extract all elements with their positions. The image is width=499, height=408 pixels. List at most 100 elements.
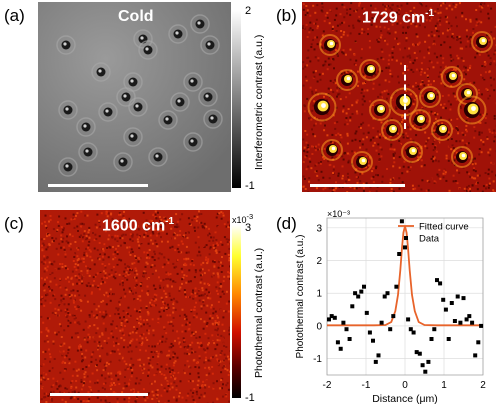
noise-pixel — [412, 188, 414, 190]
noise-pixel — [70, 329, 72, 331]
noise-pixel — [114, 251, 116, 253]
noise-pixel — [110, 363, 112, 365]
spot-peak — [370, 67, 374, 71]
noise-pixel — [303, 176, 305, 178]
particle-highlight — [120, 159, 123, 162]
noise-pixel — [114, 384, 116, 386]
noise-pixel — [314, 176, 316, 178]
noise-pixel — [449, 28, 451, 30]
noise-pixel — [214, 329, 216, 331]
noise-pixel — [369, 40, 371, 42]
noise-pixel — [187, 347, 189, 349]
noise-pixel — [115, 377, 117, 379]
noise-pixel — [431, 31, 433, 33]
noise-pixel — [207, 396, 209, 398]
noise-pixel — [434, 139, 436, 141]
noise-pixel — [50, 281, 52, 283]
noise-pixel — [159, 287, 161, 289]
data-point — [423, 370, 427, 374]
noise-pixel — [60, 350, 62, 352]
noise-pixel — [93, 324, 95, 326]
noise-pixel — [446, 155, 448, 157]
noise-pixel — [137, 238, 139, 240]
noise-pixel — [399, 144, 401, 146]
noise-pixel — [87, 270, 89, 272]
noise-pixel — [65, 320, 67, 322]
noise-pixel — [308, 31, 310, 33]
noise-pixel — [348, 108, 350, 110]
noise-pixel — [194, 216, 196, 218]
noise-pixel — [65, 309, 67, 311]
noise-pixel — [157, 394, 159, 396]
x-tick-label: 0 — [402, 380, 408, 391]
noise-pixel — [434, 11, 436, 13]
noise-pixel — [204, 214, 206, 216]
noise-pixel — [136, 300, 138, 302]
noise-pixel — [217, 226, 219, 228]
noise-pixel — [74, 397, 76, 399]
noise-pixel — [482, 149, 484, 151]
noise-pixel — [62, 399, 64, 401]
noise-pixel — [212, 323, 214, 325]
noise-pixel — [336, 90, 338, 92]
noise-pixel — [129, 287, 131, 289]
noise-pixel — [137, 298, 139, 300]
noise-pixel — [186, 252, 188, 254]
noise-pixel — [216, 398, 218, 400]
noise-pixel — [165, 296, 167, 298]
noise-pixel — [63, 350, 65, 352]
noise-pixel — [92, 401, 94, 403]
noise-pixel — [176, 224, 178, 226]
noise-pixel — [221, 374, 223, 376]
noise-pixel — [212, 240, 214, 242]
noise-pixel — [214, 230, 216, 232]
noise-pixel — [68, 320, 70, 322]
noise-pixel — [218, 276, 220, 278]
noise-pixel — [41, 303, 43, 305]
noise-pixel — [161, 366, 163, 368]
noise-pixel — [65, 217, 67, 219]
noise-pixel — [334, 19, 336, 21]
noise-pixel — [493, 60, 495, 62]
noise-pixel — [46, 277, 48, 279]
noise-pixel — [356, 187, 358, 189]
noise-pixel — [225, 336, 227, 338]
noise-pixel — [128, 397, 130, 399]
noise-pixel — [41, 238, 43, 240]
noise-pixel — [225, 358, 227, 360]
noise-pixel — [388, 96, 390, 98]
noise-pixel — [138, 261, 140, 263]
noise-pixel — [214, 245, 216, 247]
noise-pixel — [110, 288, 112, 290]
noise-pixel — [58, 309, 60, 311]
noise-pixel — [79, 227, 81, 229]
noise-pixel — [80, 400, 82, 402]
noise-pixel — [204, 384, 206, 386]
noise-pixel — [83, 223, 85, 225]
noise-pixel — [128, 383, 130, 385]
noise-pixel — [387, 93, 389, 95]
noise-pixel — [359, 147, 361, 149]
noise-pixel — [195, 295, 197, 297]
noise-pixel — [212, 221, 214, 223]
noise-pixel — [322, 64, 324, 66]
noise-pixel — [453, 93, 455, 95]
noise-pixel — [424, 4, 426, 6]
noise-pixel — [495, 26, 496, 28]
noise-pixel — [418, 88, 420, 90]
noise-pixel — [402, 32, 404, 34]
spot-peak — [332, 147, 336, 151]
noise-pixel — [198, 236, 200, 238]
noise-pixel — [55, 401, 57, 403]
noise-pixel — [202, 226, 204, 228]
noise-pixel — [418, 185, 420, 187]
noise-pixel — [74, 321, 76, 323]
noise-pixel — [64, 303, 66, 305]
noise-pixel — [103, 311, 105, 313]
noise-pixel — [151, 351, 153, 353]
noise-pixel — [319, 4, 321, 6]
noise-pixel — [229, 257, 230, 259]
noise-pixel — [226, 303, 228, 305]
noise-pixel — [153, 394, 155, 396]
noise-pixel — [487, 152, 489, 154]
